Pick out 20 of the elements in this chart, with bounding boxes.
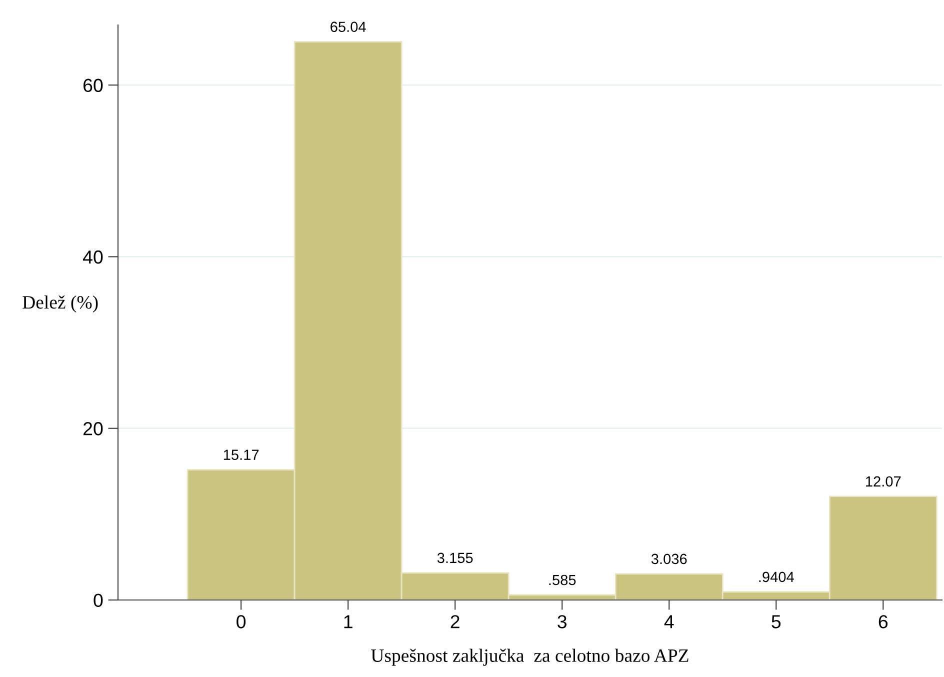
y-tick-label: 40: [82, 250, 103, 264]
x-axis-title: Uspešnost zaključka za celotno bazo APZ: [371, 648, 688, 666]
x-tick-label: 3: [558, 615, 566, 628]
data-label: 12.07: [866, 476, 901, 487]
y-tick-label: 20: [84, 422, 103, 436]
data-label: 65.04: [330, 22, 366, 32]
y-tick-label: 60: [84, 78, 103, 92]
data-label: .9404: [759, 572, 794, 582]
y-tick-label: 0: [94, 594, 103, 607]
data-label: 3.155: [437, 552, 473, 564]
y-axis-title: Delež (%): [22, 295, 98, 312]
data-label: .585: [549, 574, 576, 586]
x-tick-label: 2: [450, 615, 460, 628]
data-label: 15.17: [224, 450, 259, 460]
x-tick-label: 4: [664, 615, 674, 628]
x-tick-label: 5: [772, 615, 781, 628]
data-label: 3.036: [651, 554, 687, 564]
x-tick-label: 6: [878, 615, 888, 628]
x-tick-label: 0: [236, 615, 246, 628]
x-tick-label: 1: [344, 615, 352, 628]
